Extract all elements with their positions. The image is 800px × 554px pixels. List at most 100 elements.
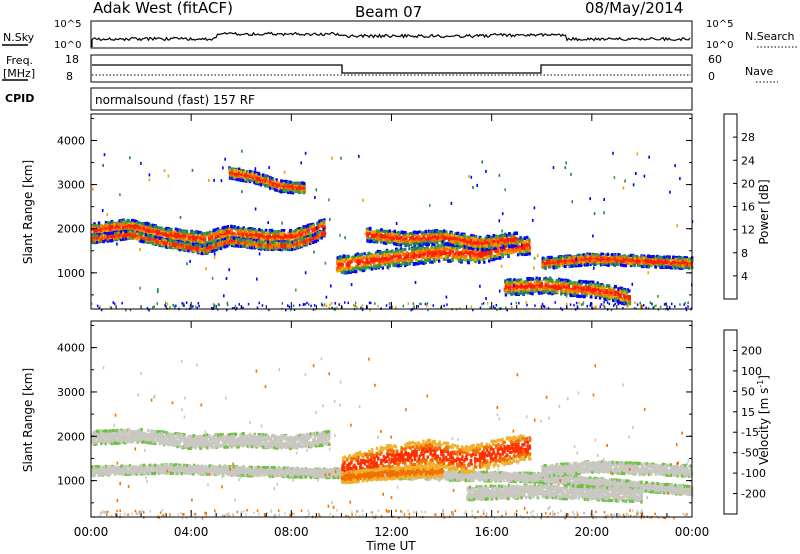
power-marks-cell <box>192 243 194 246</box>
power-marks-cell <box>235 227 237 230</box>
power-marks-cell <box>316 222 318 225</box>
power-marks-cell <box>186 230 188 233</box>
power-marks-cell <box>413 253 415 256</box>
power-marks-cell <box>399 255 401 258</box>
power-marks-cell <box>528 238 530 241</box>
power-marks-cell <box>298 190 300 193</box>
power-marks-cell <box>239 238 241 241</box>
power-marks-cell <box>203 238 205 241</box>
power-marks-cell <box>408 258 410 261</box>
freq-series <box>92 65 691 73</box>
power-marks-cell <box>341 263 343 266</box>
power-marks-cell <box>438 259 440 262</box>
freq-label: Freq. <box>6 54 33 67</box>
power-marks-cell <box>420 238 422 241</box>
nsearch-label: N.Search <box>745 30 795 43</box>
power-marks-cell <box>490 239 492 242</box>
power-marks-cell <box>447 248 449 251</box>
power-marks-cell <box>449 251 451 254</box>
power-marks-cell <box>240 173 242 176</box>
power-marks-cell <box>260 183 262 186</box>
power-marks-cell <box>531 289 533 292</box>
power-marks-cell <box>231 229 233 232</box>
power-marks-cell <box>183 248 185 251</box>
power-marks-cell <box>477 248 479 251</box>
power-marks-cell <box>386 257 388 260</box>
power-marks-cell <box>502 245 504 248</box>
power-marks-cell <box>142 240 144 243</box>
power-marks-cell <box>435 250 437 253</box>
power-marks-cell <box>462 250 464 253</box>
power-marks-cell <box>347 262 349 265</box>
power-marks-cell <box>416 231 418 234</box>
power-marks-cell <box>495 243 497 246</box>
power-marks-cell <box>253 236 255 239</box>
power-marks-cell <box>392 233 394 236</box>
power-marks-cell <box>525 247 527 250</box>
power-marks-cell <box>435 245 437 248</box>
power-marks-cell <box>187 249 189 252</box>
power-marks-cell <box>418 230 420 233</box>
power-marks-cell <box>318 231 320 234</box>
power-marks-cell <box>413 242 415 245</box>
power-marks-cell <box>240 171 242 174</box>
power-marks-cell <box>237 226 239 229</box>
power-marks-cell <box>246 244 248 247</box>
power-marks-cell <box>367 234 369 237</box>
power-marks-cell <box>156 226 158 229</box>
power-marks-cell <box>367 229 369 232</box>
power-marks-cell <box>167 244 169 247</box>
power-marks-cell <box>499 252 501 255</box>
power-marks-cell <box>409 232 411 235</box>
power-marks-cell <box>208 246 210 249</box>
power-marks-cell <box>510 251 512 254</box>
power-marks-cell <box>291 185 293 188</box>
power-marks-cell <box>289 246 291 249</box>
power-marks-cell <box>320 222 322 225</box>
power-marks-cell <box>458 258 460 261</box>
power-marks-cell <box>235 169 237 172</box>
power-marks-cell <box>276 245 278 248</box>
power-marks-cell <box>393 255 395 258</box>
power-marks-cell <box>300 228 302 231</box>
power-marks-cell <box>540 288 542 291</box>
power-marks-cell <box>203 235 205 238</box>
power-marks-cell <box>278 235 280 238</box>
power-marks-cell <box>102 225 104 228</box>
power-marks-cell <box>421 231 423 234</box>
power-marks-cell <box>192 237 194 240</box>
power-marks-cell <box>507 240 509 243</box>
power-marks-cell <box>416 236 418 239</box>
power-marks-cell <box>140 240 142 243</box>
power-marks-cell <box>413 231 415 234</box>
power-marks-cell <box>131 219 133 222</box>
power-marks-cell <box>185 246 187 249</box>
power-marks-cell <box>250 231 252 234</box>
power-marks-cell <box>404 248 406 251</box>
power-marks-cell <box>262 230 264 233</box>
power-marks-cell <box>273 248 275 251</box>
power-marks-cell <box>267 184 269 187</box>
power-marks-cell <box>425 230 427 233</box>
power-marks-cell <box>269 180 271 183</box>
power-marks-cell <box>233 169 235 172</box>
power-marks-cell <box>361 253 363 256</box>
power-marks-cell <box>424 259 426 262</box>
power-marks-cell <box>215 239 217 242</box>
power-marks-cell <box>418 235 420 238</box>
power-marks-cell <box>224 242 226 245</box>
nave-tick-bottom: 0 <box>708 70 715 83</box>
power-marks-cell <box>165 227 167 230</box>
power-marks-cell <box>400 244 402 247</box>
power-marks-cell <box>508 286 510 289</box>
power-marks-cell <box>389 234 391 237</box>
power-marks-cell <box>136 237 138 240</box>
power-marks-cell <box>513 278 515 281</box>
power-marks-cell <box>379 265 381 268</box>
power-marks-cell <box>469 258 471 261</box>
power-marks-cell <box>190 247 192 250</box>
power-marks-cell <box>224 245 226 248</box>
power-marks-cell <box>420 242 422 245</box>
power-marks-cell <box>486 245 488 248</box>
